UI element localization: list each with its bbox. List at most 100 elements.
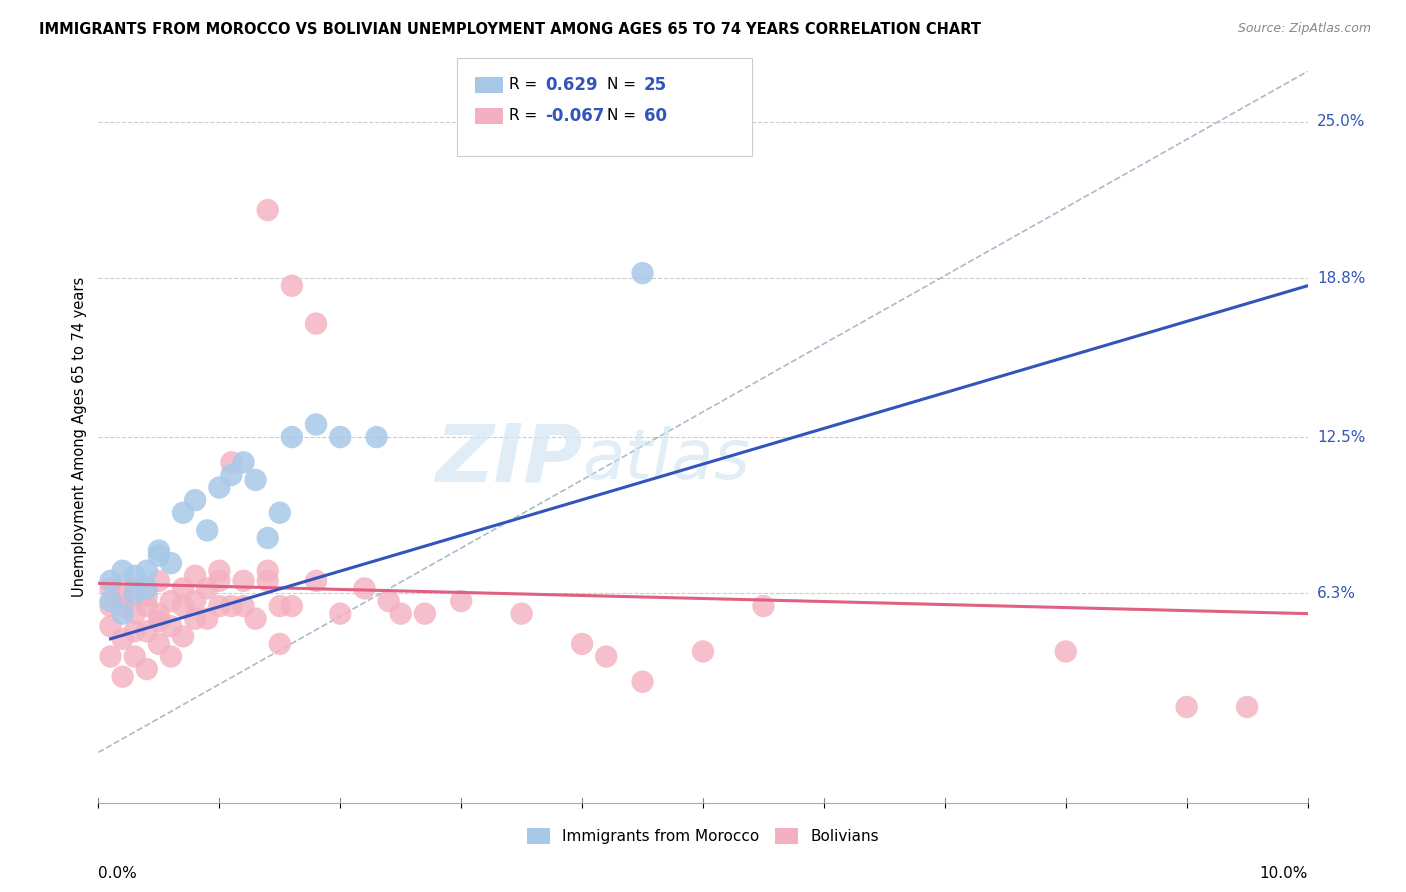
Point xyxy=(184,594,207,608)
Text: 25: 25 xyxy=(644,76,666,94)
Point xyxy=(111,599,134,613)
Point xyxy=(184,612,207,626)
Point xyxy=(148,543,170,558)
Point xyxy=(305,317,328,331)
Legend: Immigrants from Morocco, Bolivians: Immigrants from Morocco, Bolivians xyxy=(522,822,884,850)
Point xyxy=(208,564,231,578)
Point xyxy=(172,506,194,520)
Point xyxy=(124,586,146,600)
Text: 25.0%: 25.0% xyxy=(1317,114,1365,129)
Point xyxy=(124,582,146,596)
Point xyxy=(232,455,254,469)
Point xyxy=(100,599,122,613)
Point xyxy=(195,582,218,596)
Text: -0.067: -0.067 xyxy=(546,107,605,125)
Point xyxy=(100,594,122,608)
Point xyxy=(1054,644,1077,658)
Text: Source: ZipAtlas.com: Source: ZipAtlas.com xyxy=(1237,22,1371,36)
Point xyxy=(160,556,183,570)
Point xyxy=(160,649,183,664)
Point xyxy=(208,599,231,613)
Point xyxy=(221,455,243,469)
Text: 18.8%: 18.8% xyxy=(1317,270,1365,285)
Point xyxy=(305,574,328,588)
Text: ZIP: ZIP xyxy=(434,420,582,498)
Point xyxy=(135,624,157,639)
Point xyxy=(111,607,134,621)
Point xyxy=(1236,700,1258,714)
Point xyxy=(135,599,157,613)
Point xyxy=(208,574,231,588)
Point xyxy=(111,589,134,603)
Point xyxy=(232,599,254,613)
Point xyxy=(329,607,352,621)
Point xyxy=(148,614,170,628)
Point xyxy=(256,531,278,545)
Text: IMMIGRANTS FROM MOROCCO VS BOLIVIAN UNEMPLOYMENT AMONG AGES 65 TO 74 YEARS CORRE: IMMIGRANTS FROM MOROCCO VS BOLIVIAN UNEM… xyxy=(39,22,981,37)
Text: R =: R = xyxy=(509,78,543,92)
Point xyxy=(413,607,436,621)
Point xyxy=(631,674,654,689)
Point xyxy=(208,481,231,495)
Point xyxy=(195,612,218,626)
Point xyxy=(100,649,122,664)
Point xyxy=(595,649,617,664)
Point xyxy=(450,594,472,608)
Point xyxy=(184,569,207,583)
Point xyxy=(100,574,122,588)
Point xyxy=(160,594,183,608)
Point xyxy=(172,629,194,643)
Point xyxy=(195,524,218,538)
Point xyxy=(100,619,122,633)
Point xyxy=(269,637,291,651)
Point xyxy=(135,589,157,603)
Text: R =: R = xyxy=(509,109,543,123)
Y-axis label: Unemployment Among Ages 65 to 74 years: Unemployment Among Ages 65 to 74 years xyxy=(72,277,87,598)
Point xyxy=(631,266,654,280)
Text: 12.5%: 12.5% xyxy=(1317,430,1365,444)
Point xyxy=(111,670,134,684)
Text: N =: N = xyxy=(607,109,641,123)
Point xyxy=(366,430,388,444)
Point xyxy=(148,549,170,563)
Point xyxy=(111,632,134,646)
Point xyxy=(232,574,254,588)
Point xyxy=(160,619,183,633)
Point xyxy=(135,564,157,578)
Point xyxy=(510,607,533,621)
Point xyxy=(221,467,243,482)
Text: 10.0%: 10.0% xyxy=(1260,866,1308,881)
Point xyxy=(135,662,157,676)
Point xyxy=(281,278,304,293)
Point xyxy=(111,564,134,578)
Point xyxy=(148,637,170,651)
Point xyxy=(172,582,194,596)
Point xyxy=(281,599,304,613)
Point xyxy=(124,649,146,664)
Point xyxy=(172,599,194,613)
Text: 6.3%: 6.3% xyxy=(1317,586,1357,601)
Point xyxy=(752,599,775,613)
Point xyxy=(269,599,291,613)
Point xyxy=(305,417,328,432)
Point xyxy=(256,564,278,578)
Point xyxy=(377,594,399,608)
Point xyxy=(353,582,375,596)
Point xyxy=(100,582,122,596)
Point xyxy=(124,607,146,621)
Point xyxy=(148,574,170,588)
Point xyxy=(124,569,146,583)
Point xyxy=(389,607,412,621)
Text: N =: N = xyxy=(607,78,641,92)
Point xyxy=(135,582,157,596)
Text: 60: 60 xyxy=(644,107,666,125)
Point xyxy=(148,607,170,621)
Text: 0.629: 0.629 xyxy=(546,76,598,94)
Text: 0.0%: 0.0% xyxy=(98,866,138,881)
Point xyxy=(245,612,267,626)
Text: atlas: atlas xyxy=(582,425,749,492)
Point xyxy=(329,430,352,444)
Point xyxy=(281,430,304,444)
Point xyxy=(1175,700,1198,714)
Point xyxy=(245,473,267,487)
